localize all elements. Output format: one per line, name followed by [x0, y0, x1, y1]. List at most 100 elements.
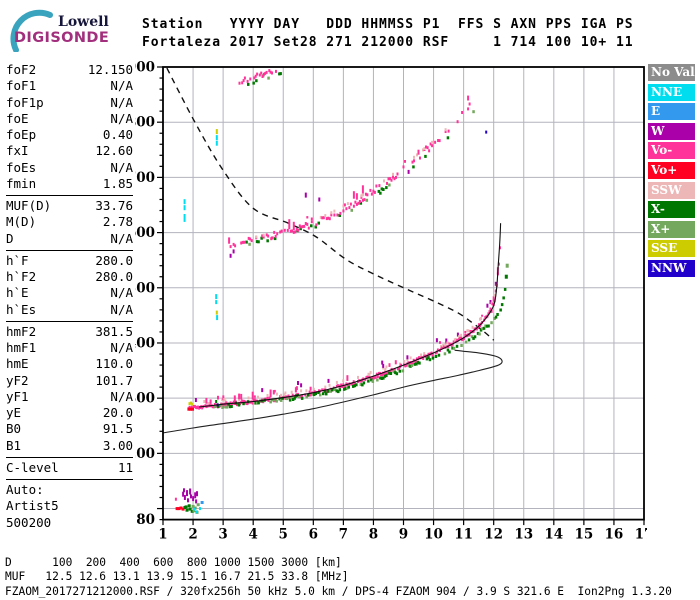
svg-text:2: 2	[188, 527, 197, 543]
parameter-label: foF2	[6, 62, 37, 77]
parameter-row-fof1p: foF1p N/A	[6, 95, 133, 111]
legend-item-vo-plus: Vo+	[648, 161, 695, 179]
parameter-row-d: D N/A	[6, 231, 133, 247]
svg-text:300: 300	[135, 391, 155, 407]
legend-item-x-plus: X+	[648, 220, 695, 238]
parameter-row-hmf1: hmF1 N/A	[6, 340, 133, 356]
parameter-label: 500200	[6, 514, 52, 530]
svg-text:3: 3	[218, 527, 227, 543]
parameter-value: N/A	[110, 78, 133, 94]
parameter-row-hmf2: hmF2 381.5	[6, 324, 133, 340]
legend-item-sse: SSE	[648, 240, 695, 258]
parameter-value: 33.76	[95, 198, 133, 213]
fitted-trace-line	[199, 223, 502, 408]
legend-item-ssw: SSW	[648, 181, 695, 199]
parameter-separator	[6, 456, 133, 458]
parameter-label: yF2	[6, 372, 29, 388]
parameter-value: 0.40	[102, 127, 133, 142]
legend-item-no-val: No Val	[648, 64, 695, 81]
svg-text:15: 15	[574, 527, 593, 543]
legend-item-vo-minus: Vo-	[648, 142, 695, 160]
svg-text:9: 9	[399, 527, 408, 543]
parameter-label: hmF2	[6, 323, 37, 339]
x-axis-labels: 1234567891011121314151617	[158, 527, 647, 543]
parameter-row-fmin: fmin 1.85	[6, 176, 133, 192]
parameter-label: h`Es	[6, 301, 37, 317]
parameter-value: 110.0	[95, 356, 133, 372]
logo-digisonde-text: DIGISONDE	[14, 30, 110, 46]
parameter-label: hmF1	[6, 340, 37, 355]
parameter-value: 12.150	[87, 62, 133, 77]
svg-text:14: 14	[544, 527, 563, 543]
parameter-label: yE	[6, 405, 22, 420]
parameter-row-clevel: C-level 11	[6, 460, 133, 476]
parameter-row-foep: foEp 0.40	[6, 127, 133, 143]
svg-text:500: 500	[135, 280, 155, 296]
legend-item-nne: NNE	[648, 83, 695, 101]
parameter-value: N/A	[110, 388, 133, 404]
direction-legend: No Val NNE E W Vo- Vo+ SSW X- X+ SSE NNW	[648, 64, 696, 280]
parameter-row-artist5: Artist5	[6, 498, 133, 514]
parameter-value: 3.00	[102, 437, 133, 453]
svg-text:400: 400	[135, 335, 155, 351]
parameter-label: foF1p	[6, 94, 44, 110]
parameter-label: B0	[6, 421, 22, 437]
header-values: Fortaleza 2017 Set28 271 212000 RSF 1 71…	[142, 35, 634, 50]
parameter-value: 280.0	[95, 269, 133, 284]
svg-text:5: 5	[279, 527, 288, 543]
parameter-label: MUF(D)	[6, 198, 52, 213]
parameter-value: 20.0	[102, 405, 133, 420]
distance-row: D 100 200 400 600 800 1000 1500 3000 [km…	[5, 556, 342, 569]
y-axis-labels: 900 800 700 600 500 400 300 200 80	[135, 60, 155, 529]
parameter-label: D	[6, 230, 14, 246]
logo-lowell-text: Lowell	[58, 14, 109, 30]
parameter-row-auto: Auto:	[6, 482, 133, 498]
parameter-value: 2.78	[102, 214, 133, 230]
parameter-value: N/A	[110, 230, 133, 246]
svg-text:80: 80	[136, 512, 155, 528]
legend-item-nnw: NNW	[648, 259, 695, 277]
parameter-row-b1: B1 3.00	[6, 438, 133, 454]
svg-text:700: 700	[135, 170, 155, 186]
parameter-label: fmin	[6, 175, 37, 191]
parameter-label: M(D)	[6, 214, 37, 230]
parameter-row-ye: yE 20.0	[6, 405, 133, 421]
svg-text:7: 7	[339, 527, 348, 543]
parameter-label: C-level	[6, 459, 59, 475]
svg-text:17: 17	[635, 527, 647, 543]
parameter-label: B1	[6, 437, 22, 453]
parameter-row-hf: h`F 280.0	[6, 253, 133, 269]
parameter-label: foE	[6, 110, 29, 126]
parameter-label: h`E	[6, 285, 29, 301]
ionogram-plot: 9008007006005004003002008012345678910111…	[135, 60, 647, 543]
parameter-value: N/A	[110, 94, 133, 110]
parameter-value: 11	[117, 459, 133, 475]
parameter-value: N/A	[110, 159, 133, 175]
parameter-row-md: M(D) 2.78	[6, 214, 133, 230]
lowell-digisonde-logo: Lowell DIGISONDE	[6, 6, 136, 54]
svg-text:900: 900	[135, 60, 155, 76]
parameter-separator	[6, 320, 133, 322]
file-info-row: FZAOM_2017271212000.RSF / 320fx256h 50 k…	[5, 585, 672, 598]
parameter-value: N/A	[110, 340, 133, 355]
parameter-label: Auto:	[6, 482, 44, 497]
parameter-label: yF1	[6, 388, 29, 404]
parameter-row-fof2: foF2 12.150	[6, 62, 133, 78]
parameter-separator	[6, 249, 133, 251]
true-height-profile-line	[162, 349, 503, 434]
svg-text:1: 1	[158, 527, 167, 543]
svg-text:800: 800	[135, 115, 155, 131]
parameter-label: h`F	[6, 252, 29, 268]
parameter-row-foe: foE N/A	[6, 111, 133, 127]
parameter-separator	[6, 479, 133, 480]
svg-text:13: 13	[514, 527, 533, 543]
legend-item-e: E	[648, 103, 695, 121]
svg-text:6: 6	[309, 527, 318, 543]
plot-grid	[163, 67, 644, 520]
parameter-label: hmE	[6, 356, 29, 372]
parameter-row-b0: B0 91.5	[6, 421, 133, 437]
svg-text:12: 12	[484, 527, 503, 543]
parameter-value: 12.60	[95, 143, 133, 159]
svg-text:600: 600	[135, 225, 155, 241]
parameter-value: N/A	[110, 110, 133, 126]
